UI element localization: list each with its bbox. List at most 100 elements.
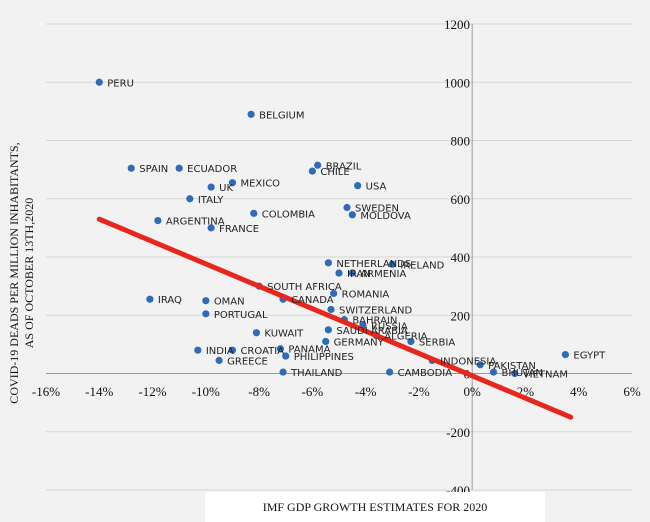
point-label-portugal: PORTUGAL (214, 310, 268, 321)
point-label-vietnam: VIETNAM (523, 370, 568, 381)
x-tick-label-0: -16% (32, 384, 60, 399)
x-tick-label-4: -8% (248, 384, 270, 399)
y-axis-label: COVID-19 DEADS PER MILLION INHABITANTS, … (7, 83, 37, 463)
point-label-bahrain: BAHRAIN (352, 316, 397, 327)
data-point-portugal (202, 310, 210, 318)
data-point-panama (276, 345, 284, 353)
point-label-france: FRANCE (219, 224, 259, 235)
point-label-croatia: CROATIA (240, 346, 284, 357)
data-point-uk (207, 183, 215, 191)
point-label-netherlands: NETHERLANDS (336, 259, 411, 270)
axis-layer: -16% -14% -12% -10% -8% -6% -4% -2% 0% 2% 4% 6%-400… (32, 17, 641, 498)
point-label-bhutan: BHUTAN (501, 368, 542, 379)
point-label-greece: GREECE (227, 356, 268, 367)
trend-layer (96, 216, 574, 420)
x-axis-label: IMF GDP GROWTH ESTIMATES FOR 2020 (262, 500, 488, 514)
point-label-usa: USA (366, 182, 387, 193)
x-tick-label-3: -10% (192, 384, 220, 399)
point-label-colombia: COLOMBIA (262, 209, 315, 220)
point-label-oman: OMAN (214, 297, 245, 308)
y-tick-label-5: 600 (451, 192, 471, 207)
point-label-south-africa: SOUTH AFRICA (267, 282, 342, 293)
point-label-iran: IRAN (347, 269, 371, 280)
point-label-thailand: THAILAND (290, 368, 343, 379)
data-point-switzerland (327, 305, 335, 314)
x-tick-label-5: -6% (302, 384, 324, 399)
data-point-ireland (388, 260, 396, 268)
data-point-netherlands (324, 259, 332, 267)
data-point-belgium (247, 110, 255, 118)
x-tick-label-1: -14% (85, 384, 113, 399)
y-tick-label-4: 400 (451, 250, 471, 265)
data-point-thailand (279, 368, 287, 376)
point-label-ireland: IRELAND (400, 260, 444, 271)
point-label-sweden: SWEDEN (355, 203, 399, 214)
y-tick-label-7: 1000 (444, 75, 470, 90)
point-label-pakistan: PAKISTAN (488, 361, 536, 372)
point-label-armenia: ARMENIA (360, 269, 406, 280)
data-point-iraq (146, 295, 154, 303)
data-point-argentina (154, 216, 162, 225)
x-tick-label-6: -4% (355, 384, 377, 399)
point-label-romania: ROMANIA (342, 289, 390, 300)
y-tick-label-8: 1200 (444, 17, 470, 32)
data-point-sweden (343, 203, 351, 212)
point-label-saudi-arabia: SAUDI ARABIA (336, 326, 408, 337)
point-label-switzerland: SWITZERLAND (339, 305, 413, 316)
data-point-iran (335, 269, 343, 277)
y-tick-label-6: 800 (451, 134, 471, 149)
trendline (96, 216, 574, 420)
data-point-oman (202, 297, 210, 305)
point-label-egypt: EGYPT (573, 351, 606, 362)
data-point-ecuador (175, 164, 183, 172)
y-tick-label-1: -200 (446, 425, 470, 440)
data-point-greece (215, 356, 223, 364)
data-point-france (207, 224, 215, 232)
y-tick-label-3: 200 (451, 308, 471, 323)
data-point-cambodia (386, 368, 394, 376)
point-label-serbia: SERBIA (419, 337, 455, 348)
x-tick-label-11: 6% (623, 384, 641, 399)
x-axis-label-box (205, 492, 545, 522)
data-point-croatia (228, 346, 237, 354)
x-tick-label-8: 0% (464, 384, 482, 399)
point-label-peru: PERU (107, 78, 134, 89)
point-label-belgium: BELGIUM (259, 110, 304, 121)
point-label-chile: CHILE (320, 167, 349, 178)
point-label-mexico: MEXICO (240, 179, 280, 190)
point-label-iraq: IRAQ (158, 295, 182, 306)
data-point-vietnam (511, 369, 519, 378)
point-label-algeria: ALGERIA (384, 332, 427, 343)
point-label-india: INDIA (206, 346, 234, 357)
point-layer (95, 78, 570, 378)
point-label-panama: PANAMA (288, 345, 330, 356)
point-label-canada: CANADA (291, 295, 334, 306)
data-point-chile (308, 167, 316, 175)
data-point-serbia (407, 337, 415, 346)
data-point-armenia (348, 269, 356, 277)
point-label-ecuador: ECUADOR (187, 164, 237, 175)
data-point-mexico (228, 179, 237, 187)
x-tick-label-7: -2% (408, 384, 430, 399)
point-label-germany: GERMANY (334, 337, 385, 348)
point-label-russia: RUSSIA (371, 321, 408, 332)
grid-layer (46, 23, 632, 491)
point-label-argentina: ARGENTINA (166, 217, 225, 228)
data-point-moldova (348, 211, 356, 219)
data-point-spain (127, 164, 135, 172)
data-point-philippines (282, 352, 290, 360)
data-point-brazil (314, 161, 322, 169)
data-point-usa (354, 182, 362, 190)
point-label-indonesia: INDONESIA (440, 356, 496, 367)
x-tick-label-10: 4% (570, 384, 588, 399)
y-axis-label-line-2: AS OF OCTOBER 13TH,2020 (22, 197, 36, 349)
data-point-colombia (250, 209, 258, 217)
point-label-philippines: PHILIPPINES (294, 352, 354, 363)
data-point-india (194, 346, 202, 354)
point-label-spain: SPAIN (139, 164, 168, 175)
data-point-saudi-arabia (324, 326, 332, 334)
point-label-kuwait: KUWAIT (264, 329, 304, 340)
data-point-egypt (561, 350, 570, 359)
